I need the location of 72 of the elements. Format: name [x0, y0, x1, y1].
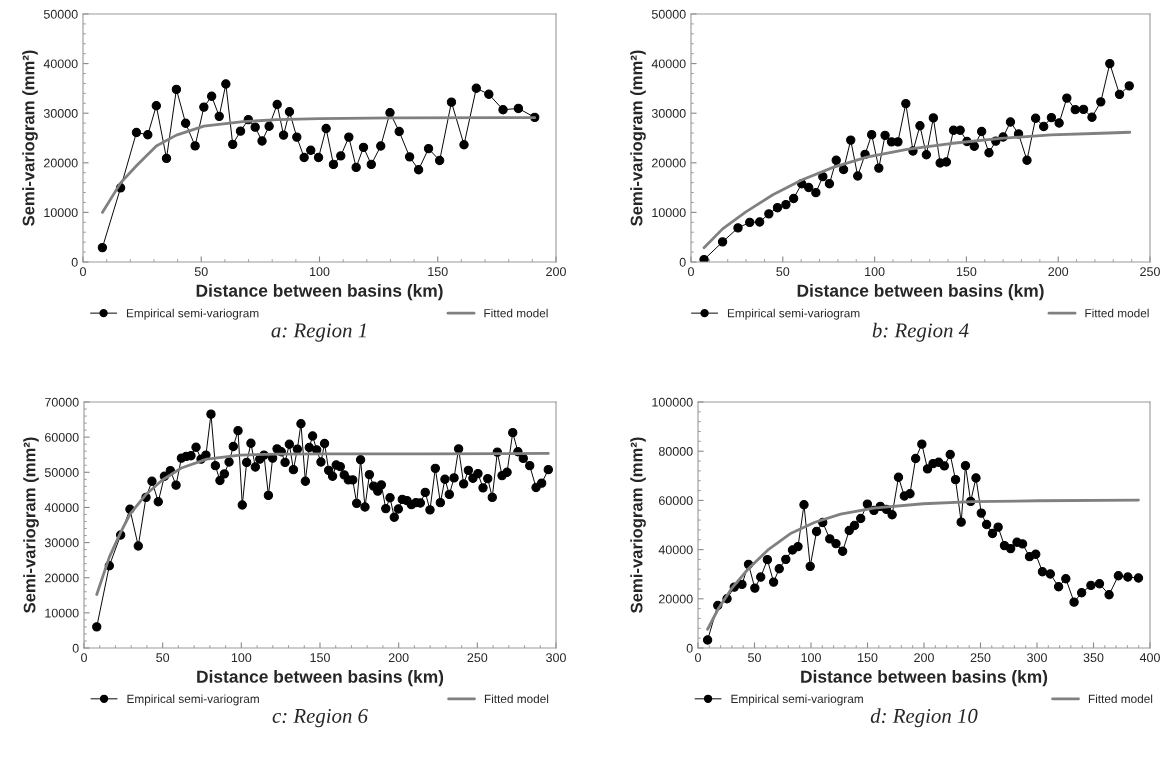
y-tick-label: 10000 — [45, 608, 79, 618]
x-tick-label: 0 — [695, 653, 701, 663]
x-tick-label: 200 — [1048, 267, 1069, 277]
y-tick-label: 0 — [679, 257, 686, 267]
legend-label: Fitted model — [484, 694, 549, 704]
x-tick-label: 50 — [748, 653, 761, 663]
x-tick-label: 50 — [776, 267, 790, 277]
x-tick-label: 100 — [310, 267, 330, 277]
y-tick-label: 50000 — [43, 9, 78, 19]
x-tick-label: 400 — [1139, 653, 1160, 663]
text: d: Region 10 — [870, 708, 978, 728]
x-tick-label: 300 — [1027, 653, 1047, 663]
x-tick-label: 250 — [467, 653, 488, 663]
x-tick-label: 300 — [546, 653, 566, 663]
legend-label: Fitted model — [1088, 694, 1153, 704]
y-tick-label: 60000 — [659, 496, 693, 506]
x-tick-label: 200 — [914, 653, 934, 663]
y-tick-label: 70000 — [45, 397, 79, 407]
x-tick-label: 150 — [956, 267, 977, 277]
x-tick-label: 0 — [80, 267, 86, 277]
y-tick-label: 100000 — [652, 397, 693, 407]
y-tick-label: 40000 — [43, 59, 78, 69]
legend-label: Empirical semi-variogram — [731, 694, 863, 706]
y-tick-label: 50000 — [651, 9, 686, 19]
x-tick-label: 50 — [156, 653, 170, 663]
x-axis-title: Distance between basins (km) — [197, 670, 444, 687]
x-tick-label: 150 — [310, 653, 330, 663]
y-tick-label: 40000 — [658, 545, 693, 555]
x-axis-title: Distance between basins (km) — [797, 284, 1044, 301]
x-axis-title: Distance between basins (km) — [801, 670, 1048, 687]
x-tick-label: 250 — [1140, 267, 1160, 277]
y-tick-label: 30000 — [651, 109, 686, 118]
y-tick-label: 30000 — [43, 109, 78, 118]
y-tick-label: 20000 — [45, 573, 79, 583]
legend-label: Empirical semi-variogram — [727, 308, 860, 320]
y-tick-label: 40000 — [651, 59, 686, 69]
x-tick-label: 50 — [194, 267, 208, 277]
x-tick-label: 350 — [1083, 653, 1104, 663]
x-tick-label: 0 — [81, 653, 87, 663]
y-tick-label: 20000 — [659, 594, 693, 604]
y-tick-label: 30000 — [44, 538, 79, 548]
y-tick-label: 20000 — [44, 158, 78, 168]
text: b: Region 4 — [872, 322, 969, 342]
x-tick-label: 150 — [858, 653, 878, 663]
y-axis-title: Semi-variogram (mm²) — [630, 50, 646, 226]
x-tick-label: 150 — [428, 267, 448, 277]
y-tick-label: 20000 — [652, 158, 686, 168]
x-tick-label: 200 — [388, 653, 409, 663]
x-tick-label: 100 — [801, 653, 821, 663]
y-tick-label: 80000 — [658, 447, 693, 456]
legend-label: Empirical semi-variogram — [127, 694, 259, 706]
x-tick-label: 200 — [546, 267, 566, 277]
x-tick-label: 100 — [231, 653, 252, 663]
y-axis-title: Semi-variogram (mm²) — [630, 437, 646, 613]
y-tick-label: 10000 — [44, 208, 78, 218]
y-tick-label: 60000 — [45, 432, 79, 442]
y-tick-label: 0 — [686, 643, 693, 653]
text: a: Region 1 — [271, 323, 366, 342]
y-tick-label: 0 — [72, 643, 79, 653]
y-tick-label: 40000 — [44, 503, 79, 513]
x-axis-title: Distance between basins (km) — [196, 284, 443, 301]
x-tick-label: 100 — [865, 267, 885, 277]
y-axis-title: Semi-variogram (mm²) — [22, 50, 38, 226]
x-tick-label: 250 — [970, 653, 991, 663]
legend-label: Fitted model — [1085, 308, 1149, 318]
text: c: Region 6 — [272, 708, 368, 728]
y-tick-label: 10000 — [652, 208, 686, 218]
y-axis-title: Semi-variogram (mm²) — [23, 437, 39, 613]
legend-label: Empirical semi-variogram — [126, 308, 259, 320]
legend-label: Fitted model — [484, 308, 548, 318]
y-tick-label: 0 — [71, 257, 78, 267]
y-tick-label: 50000 — [44, 468, 79, 477]
